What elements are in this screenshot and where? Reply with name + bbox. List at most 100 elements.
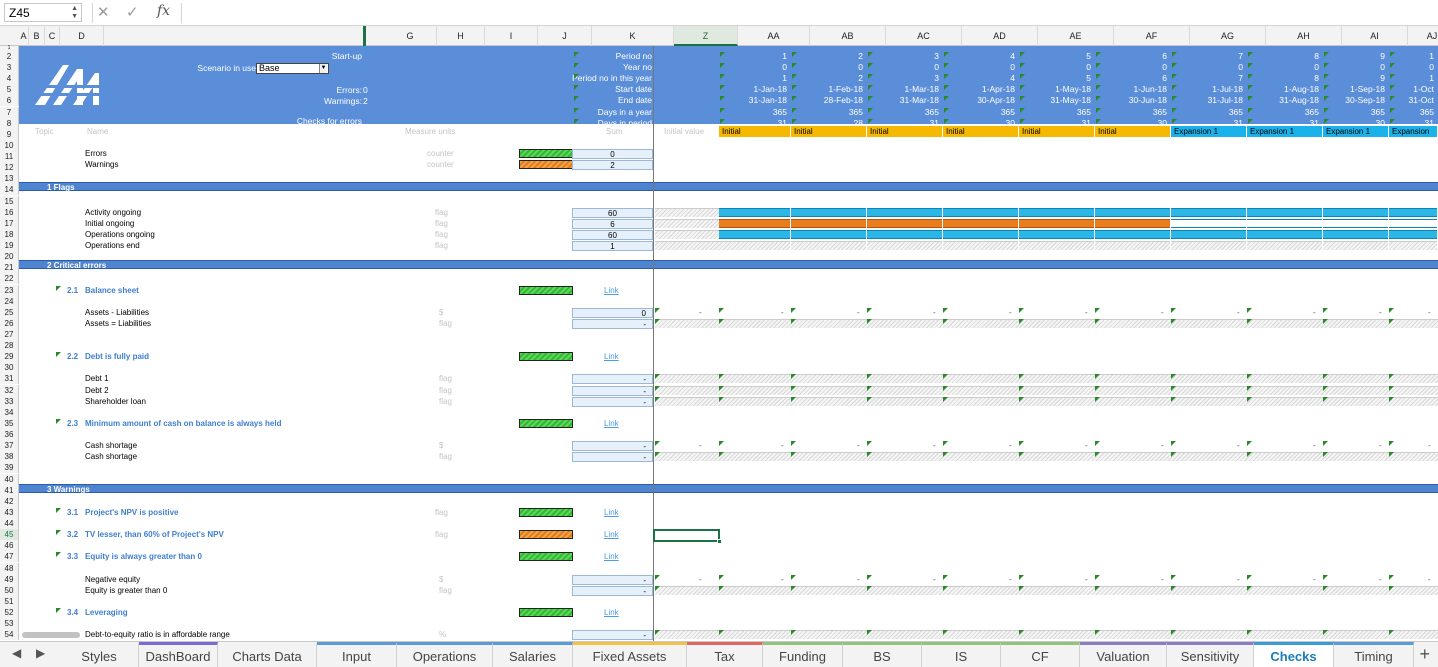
period-year[interactable]: 0 xyxy=(858,62,863,73)
row-header-25[interactable]: 25 xyxy=(0,306,19,318)
period-start[interactable]: 1-Mar-18 xyxy=(904,84,939,95)
row-header-7[interactable]: 7 xyxy=(0,106,19,118)
row-header-35[interactable]: 35 xyxy=(0,417,19,429)
sheet-tab-tax[interactable]: Tax xyxy=(687,642,763,667)
period-pin[interactable]: 1 xyxy=(1429,73,1434,84)
check-line-value[interactable]: - xyxy=(781,441,784,451)
period-dip[interactable]: 30 xyxy=(1375,117,1385,128)
sheet-tab-bs[interactable]: BS xyxy=(843,642,922,667)
check-line-value[interactable]: - xyxy=(1428,574,1431,584)
sheet-tab-charts-data[interactable]: Charts Data xyxy=(218,642,317,667)
period-year[interactable]: 0 xyxy=(1010,62,1015,73)
period-start[interactable]: 1-Oct xyxy=(1413,84,1434,95)
phase-cell[interactable]: Initial xyxy=(791,126,867,137)
row-header-15[interactable]: 15 xyxy=(0,195,19,207)
check-line-value[interactable]: - xyxy=(857,574,860,584)
row-header-40[interactable]: 40 xyxy=(0,473,19,485)
row-header-34[interactable]: 34 xyxy=(0,406,19,418)
row-header-33[interactable]: 33 xyxy=(0,395,19,407)
sheet-tab-cf[interactable]: CF xyxy=(1001,642,1080,667)
check-line-value[interactable]: - xyxy=(857,441,860,451)
period-year[interactable]: 0 xyxy=(1380,62,1385,73)
row-header-50[interactable]: 50 xyxy=(0,584,19,596)
check-line-value[interactable]: - xyxy=(1313,307,1316,317)
period-year[interactable]: 0 xyxy=(1429,62,1434,73)
row-header-30[interactable]: 30 xyxy=(0,362,19,374)
selected-cell[interactable] xyxy=(653,529,720,542)
column-header-af[interactable]: AF xyxy=(1114,26,1190,46)
period-diy[interactable]: 365 xyxy=(1304,106,1319,117)
period-end[interactable]: 31-Mar-18 xyxy=(899,95,939,106)
check-line-value[interactable]: - xyxy=(1237,441,1240,451)
column-header-aa[interactable]: AA xyxy=(738,26,810,46)
column-header-k[interactable]: K xyxy=(592,26,674,46)
check-line-value[interactable]: - xyxy=(1428,441,1431,451)
column-header-d[interactable]: D xyxy=(60,26,104,46)
row-header-44[interactable]: 44 xyxy=(0,518,19,530)
phase-cell[interactable]: Initial xyxy=(1095,126,1171,137)
check-line-sum[interactable]: - xyxy=(572,574,653,585)
row-header-4[interactable]: 4 xyxy=(0,73,19,85)
period-pin[interactable]: 9 xyxy=(1380,73,1385,84)
row-header-36[interactable]: 36 xyxy=(0,429,19,441)
row-header-53[interactable]: 53 xyxy=(0,618,19,630)
period-pin[interactable]: 7 xyxy=(1238,73,1243,84)
column-header-z[interactable]: Z xyxy=(674,26,738,46)
fx-icon[interactable]: fx xyxy=(157,3,171,19)
check-line-value[interactable]: - xyxy=(1313,574,1316,584)
row-header-26[interactable]: 26 xyxy=(0,317,19,329)
row-header-18[interactable]: 18 xyxy=(0,228,19,240)
column-header-aj[interactable]: AJ xyxy=(1408,26,1438,46)
period-year[interactable]: 0 xyxy=(782,62,787,73)
phase-cell[interactable]: Expansion 1 xyxy=(1323,126,1389,137)
confirm-icon[interactable]: ✓ xyxy=(126,3,139,21)
flag-sum[interactable]: 6 xyxy=(572,218,653,229)
period-start[interactable]: 1-Apr-18 xyxy=(981,84,1015,95)
period-end[interactable]: 31-Jul-18 xyxy=(1207,95,1243,106)
check-line-value[interactable]: - xyxy=(933,441,936,451)
period-start[interactable]: 1-May-18 xyxy=(1055,84,1091,95)
section-link[interactable]: Link xyxy=(604,352,619,362)
row-header-32[interactable]: 32 xyxy=(0,384,19,396)
row-header-41[interactable]: 41 xyxy=(0,484,19,496)
period-year[interactable]: 0 xyxy=(1314,62,1319,73)
column-header-c[interactable]: C xyxy=(45,26,60,46)
row-header-22[interactable]: 22 xyxy=(0,273,19,285)
period-pin[interactable]: 8 xyxy=(1314,73,1319,84)
column-header-ae[interactable]: AE xyxy=(1038,26,1114,46)
row-header-20[interactable]: 20 xyxy=(0,251,19,263)
phase-cell[interactable]: Expansion xyxy=(1389,126,1438,137)
row-header-2[interactable]: 2 xyxy=(0,51,19,62)
section-link[interactable]: Link xyxy=(604,552,619,562)
column-header-ai[interactable]: AI xyxy=(1342,26,1408,46)
column-header-ab[interactable]: AB xyxy=(810,26,886,46)
period-start[interactable]: 1-Aug-18 xyxy=(1284,84,1319,95)
period-pin[interactable]: 2 xyxy=(858,73,863,84)
sheet-tab-timing[interactable]: Timing xyxy=(1334,642,1414,667)
period-dip[interactable]: 31 xyxy=(1081,117,1091,128)
period-period[interactable]: 1 xyxy=(782,51,787,61)
next-sheet-icon[interactable]: ▶ xyxy=(36,646,46,660)
column-header-i[interactable]: I xyxy=(485,26,538,46)
check-line-value[interactable]: - xyxy=(1313,441,1316,451)
period-pin[interactable]: 4 xyxy=(1010,73,1015,84)
check-line-sum[interactable]: - xyxy=(572,318,653,329)
column-header-ah[interactable]: AH xyxy=(1266,26,1342,46)
phase-cell[interactable]: Initial xyxy=(1019,126,1095,137)
period-period[interactable]: 7 xyxy=(1238,51,1243,61)
row-header-42[interactable]: 42 xyxy=(0,495,19,507)
period-dip[interactable]: 31 xyxy=(1309,117,1319,128)
period-period[interactable]: 4 xyxy=(1010,51,1015,61)
check-line-value[interactable]: - xyxy=(1379,441,1382,451)
sheet-tab-salaries[interactable]: Salaries xyxy=(493,642,573,667)
check-line-sum[interactable]: - xyxy=(572,452,653,463)
period-end[interactable]: 31-May-18 xyxy=(1050,95,1091,106)
row-header-9[interactable]: 9 xyxy=(0,128,19,140)
phase-cell[interactable]: Initial xyxy=(943,126,1019,137)
row-header-5[interactable]: 5 xyxy=(0,84,19,96)
period-period[interactable]: 1 xyxy=(1429,51,1434,61)
sheet-tab-dashboard[interactable]: DashBoard xyxy=(139,642,218,667)
errors-sum[interactable]: 0 xyxy=(572,149,653,159)
section-link[interactable]: Link xyxy=(604,418,619,428)
period-dip[interactable]: 30 xyxy=(1005,117,1015,128)
